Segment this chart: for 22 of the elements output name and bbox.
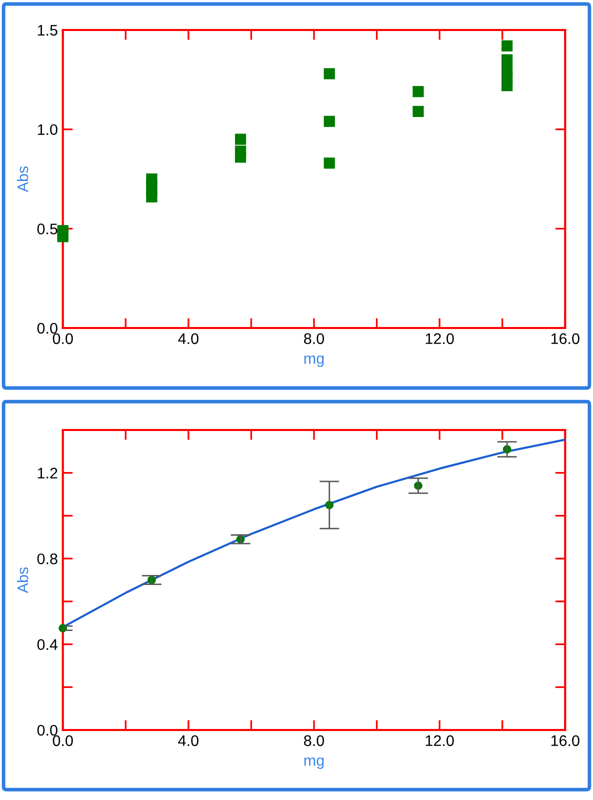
- x-tick-label: 8.0: [304, 333, 324, 344]
- y-axis-title: Abs: [16, 166, 28, 192]
- x-axis-title: mg: [304, 758, 324, 769]
- y-tick-label: 0.4: [37, 639, 58, 650]
- x-tick-label: 4.0: [178, 333, 198, 344]
- y-tick-label: 1.5: [38, 25, 58, 36]
- x-tick-label: 16.0: [551, 735, 580, 746]
- y-tick-label: 1.2: [38, 468, 58, 478]
- x-tick-label: 4.0: [178, 735, 198, 746]
- y-tick-label: 1.0: [38, 124, 58, 136]
- x-tick-label: 8.0: [304, 735, 324, 746]
- x-tick-label: 0.0: [52, 735, 73, 746]
- y-tick-label: 0.8: [37, 553, 58, 564]
- x-tick-label: 12.0: [426, 333, 454, 344]
- y-tick-label: 0.0: [37, 322, 58, 334]
- y-tick-label: 0.5: [37, 224, 58, 234]
- y-axis-title: Abs: [16, 567, 28, 594]
- x-tick-label: 16.0: [551, 333, 580, 344]
- x-axis-title: mg: [304, 356, 324, 367]
- y-tick-label: 0.0: [37, 724, 58, 736]
- x-tick-label: 12.0: [426, 735, 454, 746]
- x-tick-label: 0.0: [52, 333, 73, 344]
